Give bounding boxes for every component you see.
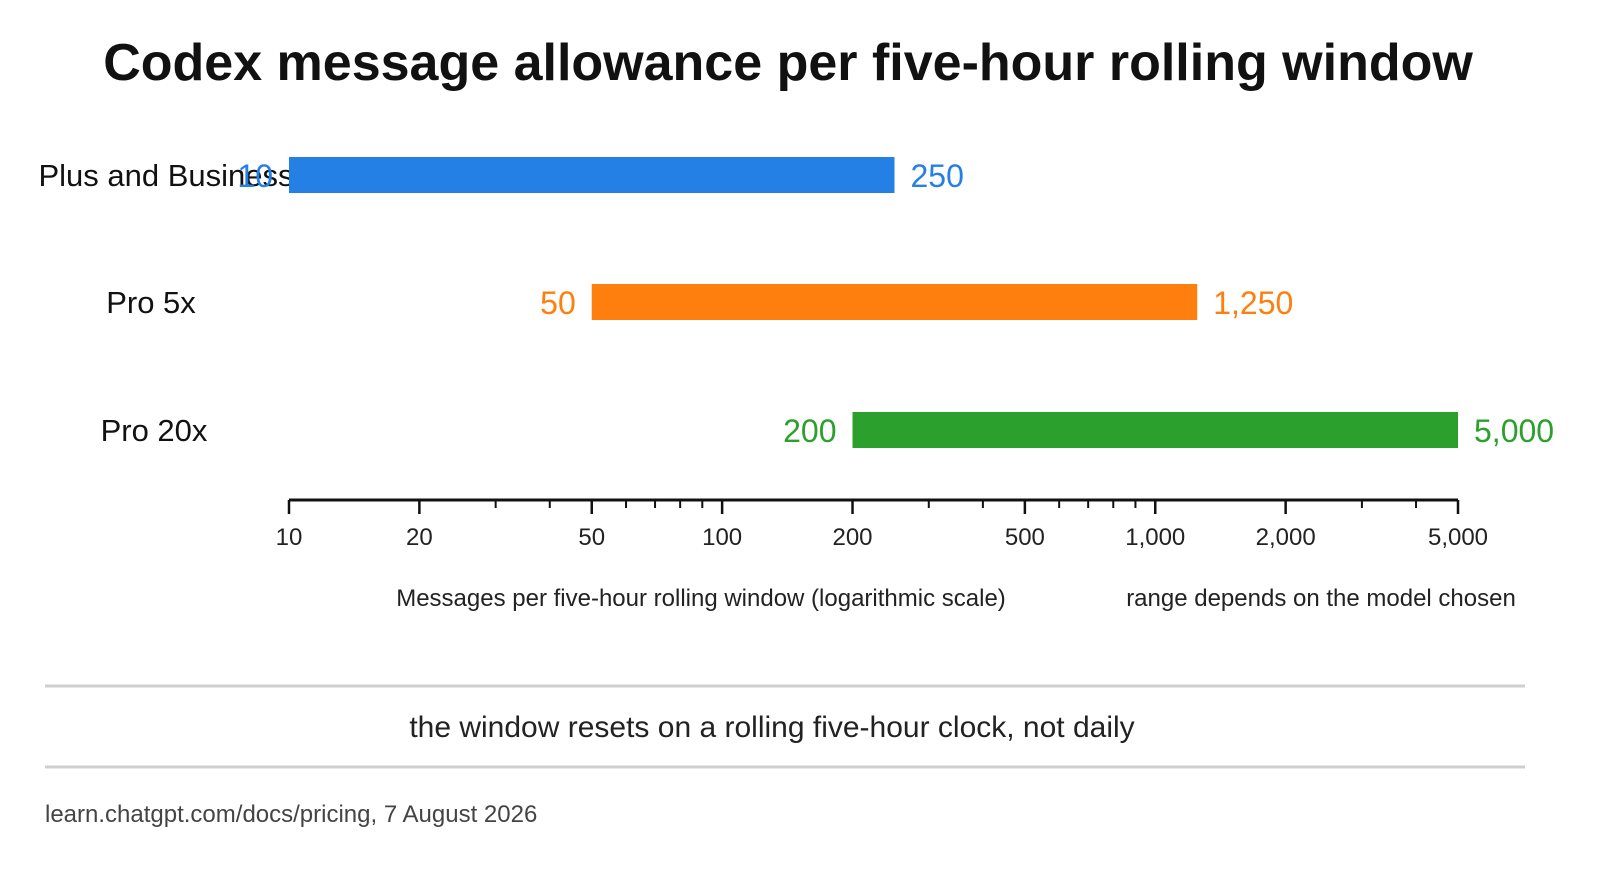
source-note: learn.chatgpt.com/docs/pricing, 7 August… [45,801,537,828]
range-bar-pro-5x [591,284,1198,320]
x-tick-label: 20 [406,524,433,551]
category-label-pro-20x: Pro 20x [101,413,208,448]
x-axis: 10 20 50 100 200 500 1,000 2,000 5,000 [276,498,1488,551]
x-tick-label: 10 [276,524,303,551]
x-tick-label: 500 [1005,524,1045,551]
range-bar-pro-20x [852,412,1458,448]
chart-title: Codex message allowance per five-hour ro… [103,34,1473,92]
footnote: the window resets on a rolling five-hour… [409,711,1134,744]
range-bar-plus-and-business [289,157,895,193]
low-value-label-pro-5x: 50 [540,285,576,321]
x-tick-label: 2,000 [1256,524,1316,551]
axis-note: range depends on the model chosen [1126,585,1516,612]
x-tick-label: 100 [702,524,742,551]
high-value-label-pro-5x: 1,250 [1213,285,1293,321]
x-tick-label: 50 [578,524,605,551]
x-tick-label: 1,000 [1125,524,1185,551]
low-value-label-plus-and-business: 10 [237,158,273,194]
x-tick-label: 200 [832,524,872,551]
x-axis-title: Messages per five-hour rolling window (l… [396,585,1006,612]
x-tick-label: 5,000 [1428,524,1488,551]
category-label-pro-5x: Pro 5x [106,285,196,320]
high-value-label-plus-and-business: 250 [910,158,963,194]
low-value-label-pro-20x: 200 [783,413,836,449]
category-label-plus-and-business: Plus and Business [38,158,293,193]
high-value-label-pro-20x: 5,000 [1474,413,1554,449]
